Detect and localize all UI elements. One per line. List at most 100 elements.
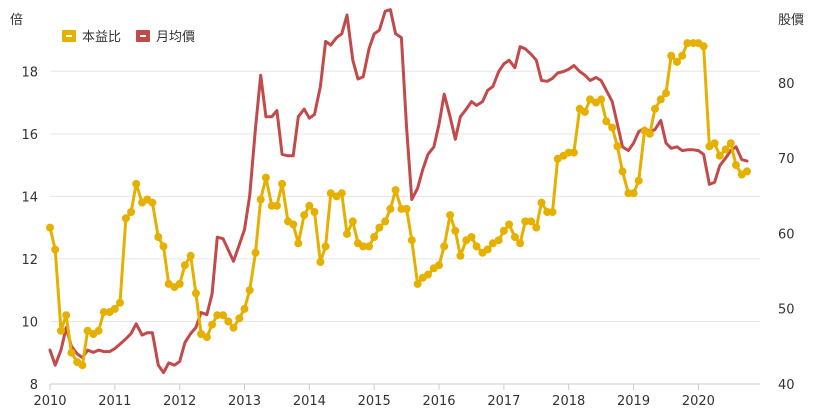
data-point-pe[interactable] [375,223,384,232]
data-point-pe[interactable] [62,311,71,320]
data-point-pe[interactable] [613,142,622,151]
data-point-pe[interactable] [235,314,244,323]
data-point-pe[interactable] [51,245,60,254]
data-point-pe[interactable] [78,361,87,370]
data-point-pe[interactable] [662,89,670,98]
data-point-pe[interactable] [159,242,168,251]
data-point-pe[interactable] [391,186,400,195]
data-point-pe[interactable] [472,242,481,251]
data-point-pe[interactable] [483,245,492,254]
data-point-pe[interactable] [548,208,557,216]
data-point-pe[interactable] [424,270,432,279]
data-point-pe[interactable] [510,233,519,241]
data-point-pe[interactable] [721,145,730,154]
data-point-pe[interactable] [127,208,136,216]
data-point-pe[interactable] [229,323,238,332]
data-point-pe[interactable] [597,95,606,104]
data-point-pe[interactable] [743,167,751,176]
data-point-pe[interactable] [256,195,265,204]
data-point-pe[interactable] [645,129,654,138]
data-point-pe[interactable] [451,226,460,235]
data-point-pe[interactable] [683,39,692,48]
data-point-pe[interactable] [532,223,541,232]
legend-item-pe[interactable]: 本益比 [62,30,121,45]
data-point-pe[interactable] [732,161,740,170]
data-point-pe[interactable] [316,258,325,266]
data-point-pe[interactable] [343,229,351,238]
data-point-pe[interactable] [667,51,676,60]
data-point-pe[interactable] [359,242,368,251]
data-point-pe[interactable] [148,198,157,207]
data-point-pe[interactable] [710,139,719,148]
data-point-pe[interactable] [46,223,54,232]
data-point-pe[interactable] [586,95,595,104]
data-point-pe[interactable] [407,236,416,245]
data-point-pe[interactable] [381,217,390,226]
data-point-pe[interactable] [310,208,319,216]
data-point-pe[interactable] [202,333,211,342]
data-point-pe[interactable] [602,117,611,126]
data-point-pe[interactable] [294,239,303,248]
data-point-pe[interactable] [154,233,163,241]
data-point-pe[interactable] [261,173,270,182]
data-point-pe[interactable] [446,211,455,220]
data-point-pe[interactable] [678,51,687,60]
data-point-pe[interactable] [219,311,228,320]
data-point-pe[interactable] [467,233,476,241]
data-point-pe[interactable] [499,226,508,235]
data-point-pe[interactable] [580,107,589,116]
data-point-pe[interactable] [435,261,443,270]
data-point-pe[interactable] [516,239,525,248]
data-point-pe[interactable] [186,251,195,260]
data-point-pe[interactable] [110,304,119,313]
data-point-pe[interactable] [224,317,233,326]
data-point-pe[interactable] [321,242,330,251]
data-point-pe[interactable] [175,279,184,288]
data-point-pe[interactable] [569,148,578,157]
data-point-pe[interactable] [440,242,449,251]
data-point-pe[interactable] [305,201,314,210]
data-point-pe[interactable] [413,279,422,288]
data-point-pe[interactable] [365,242,373,251]
data-point-pe[interactable] [251,248,260,257]
data-point-pe[interactable] [608,123,617,132]
data-point-pe[interactable] [402,204,411,213]
data-point-pe[interactable] [191,289,200,298]
data-point-pe[interactable] [289,220,298,229]
data-point-pe[interactable] [494,236,503,245]
data-point-pe[interactable] [618,167,627,176]
data-point-pe[interactable] [521,217,530,226]
data-point-pe[interactable] [527,217,536,226]
data-point-pe[interactable] [651,104,659,113]
data-point-pe[interactable] [699,42,708,51]
data-point-pe[interactable] [634,176,643,185]
legend-item-price[interactable]: 月均價 [136,30,195,45]
data-point-pe[interactable] [121,214,130,223]
data-point-pe[interactable] [57,326,65,335]
data-point-pe[interactable] [386,204,395,213]
data-point-pe[interactable] [116,298,124,307]
data-point-pe[interactable] [715,151,724,160]
data-point-pe[interactable] [537,198,546,207]
data-point-pe[interactable] [456,251,465,260]
data-point-pe[interactable] [278,179,287,188]
data-point-pe[interactable] [132,179,141,188]
data-point-pe[interactable] [348,217,357,226]
data-point-pe[interactable] [180,261,189,270]
data-point-pe[interactable] [370,233,379,241]
data-point-pe[interactable] [240,304,249,313]
data-point-pe[interactable] [213,311,222,320]
data-point-pe[interactable] [673,57,681,66]
data-point-pe[interactable] [629,189,638,198]
data-point-pe[interactable] [656,95,665,104]
data-point-pe[interactable] [505,220,514,229]
data-point-pe[interactable] [726,139,735,148]
data-point-pe[interactable] [337,189,346,198]
data-point-pe[interactable] [272,201,281,210]
data-point-pe[interactable] [67,348,76,357]
data-point-pe[interactable] [99,308,108,317]
data-point-pe[interactable] [208,320,217,329]
data-point-pe[interactable] [245,286,254,295]
data-point-pe[interactable] [300,211,309,220]
data-point-pe[interactable] [94,326,103,335]
